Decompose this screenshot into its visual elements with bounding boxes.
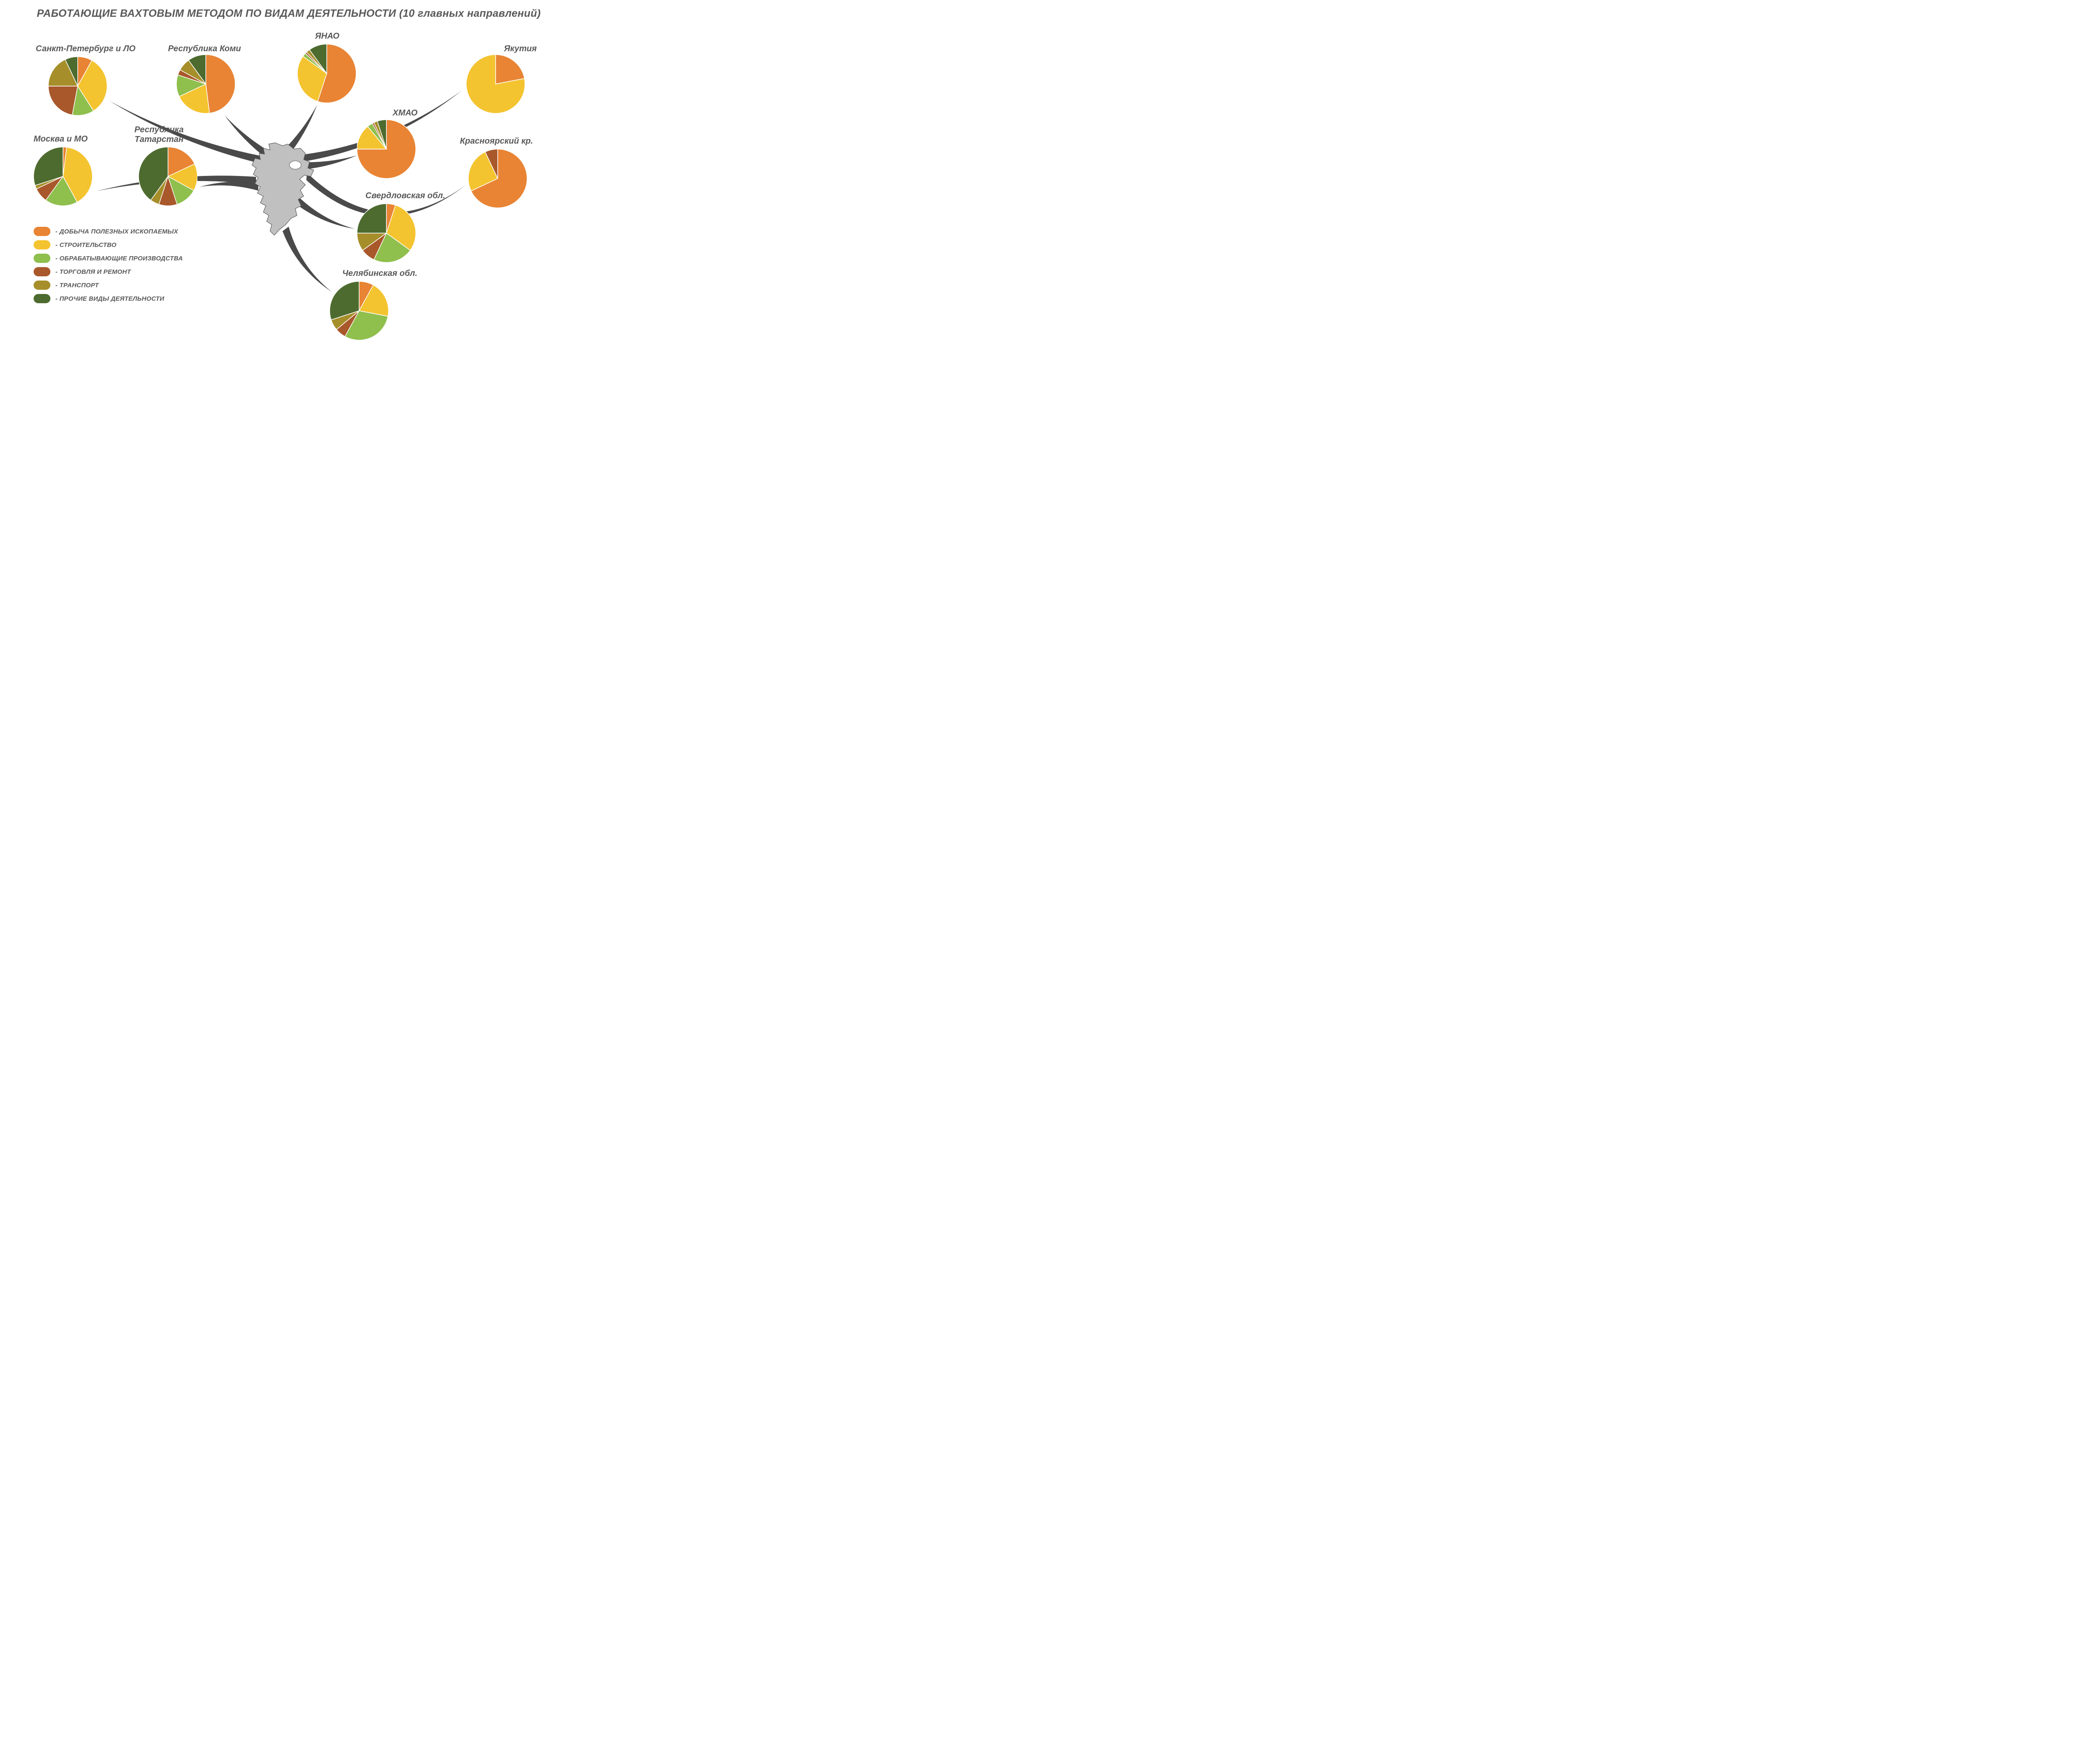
swatch-construction	[34, 240, 50, 249]
swatch-trade	[34, 267, 50, 276]
legend-item-manufacturing: - ОБРАБАТЫВАЮЩИЕ ПРОИЗВОДСТВА	[34, 254, 183, 263]
swatch-other	[34, 294, 50, 303]
slice-trade	[48, 86, 78, 115]
pie-wrap-yanao	[297, 44, 356, 103]
legend-item-trade: - ТОРГОВЛЯ И РЕМОНТ	[34, 267, 183, 276]
pie-moscow	[34, 147, 92, 206]
legend-item-mining: - ДОБЫЧА ПОЛЕЗНЫХ ИСКОПАЕМЫХ	[34, 227, 183, 236]
legend-item-transport: - ТРАНСПОРТ	[34, 281, 183, 290]
legend: - ДОБЫЧА ПОЛЕЗНЫХ ИСКОПАЕМЫХ - СТРОИТЕЛЬС…	[34, 227, 183, 307]
region-map-hole	[289, 161, 301, 169]
legend-item-construction: - СТРОИТЕЛЬСТВО	[34, 240, 183, 249]
region-map	[252, 143, 314, 235]
pie-yanao	[297, 44, 356, 103]
pie-yakutia	[466, 55, 525, 113]
pie-wrap-tatarstan	[139, 147, 197, 206]
slice-other	[357, 204, 386, 233]
arrow	[283, 227, 332, 292]
legend-label: - ПРОЧИЕ ВИДЫ ДЕЯТЕЛЬНОСТИ	[55, 295, 164, 302]
pie-komi	[176, 55, 235, 113]
legend-label: - ДОБЫЧА ПОЛЕЗНЫХ ИСКОПАЕМЫХ	[55, 228, 178, 235]
pie-sverdlovsk	[357, 204, 416, 262]
pie-label-sverdlovsk: Свердловская обл.	[365, 191, 445, 201]
pie-wrap-yakutia	[466, 55, 525, 113]
pie-label-moscow: Москва и МО	[34, 134, 88, 144]
legend-label: - СТРОИТЕЛЬСТВО	[55, 241, 116, 249]
pie-krasnoyarsk	[468, 149, 527, 208]
pie-wrap-chelyabinsk	[330, 281, 388, 340]
swatch-transport	[34, 281, 50, 290]
pie-spb	[48, 57, 107, 115]
pie-label-krasnoyarsk: Красноярский кр.	[460, 136, 533, 146]
legend-item-other: - ПРОЧИЕ ВИДЫ ДЕЯТЕЛЬНОСТИ	[34, 294, 183, 303]
pie-wrap-spb	[48, 57, 107, 115]
pie-label-tatarstan: РеспубликаТатарстан	[134, 125, 184, 144]
pie-label-komi: Республика Коми	[168, 44, 241, 54]
legend-label: - ТРАНСПОРТ	[55, 282, 99, 289]
legend-label: - ОБРАБАТЫВАЮЩИЕ ПРОИЗВОДСТВА	[55, 255, 183, 262]
pie-label-hmao: ХМАО	[393, 108, 417, 118]
legend-label: - ТОРГОВЛЯ И РЕМОНТ	[55, 268, 131, 275]
arrow	[294, 196, 355, 229]
pie-wrap-krasnoyarsk	[468, 149, 527, 208]
pie-chelyabinsk	[330, 281, 388, 340]
pie-hmao	[357, 120, 416, 178]
swatch-mining	[34, 227, 50, 236]
pie-wrap-sverdlovsk	[357, 204, 416, 262]
swatch-manufacturing	[34, 254, 50, 263]
pie-wrap-komi	[176, 55, 235, 113]
pie-label-yakutia: Якутия	[504, 44, 537, 54]
pie-wrap-hmao	[357, 120, 416, 178]
pie-label-yanao: ЯНАО	[315, 31, 339, 41]
pie-label-spb: Санкт-Петербург и ЛО	[36, 44, 136, 54]
pie-tatarstan	[139, 147, 197, 206]
arrow	[200, 181, 258, 191]
pie-label-chelyabinsk: Челябинская обл.	[342, 269, 417, 278]
slice-mining	[206, 55, 235, 113]
pie-wrap-moscow	[34, 147, 92, 206]
